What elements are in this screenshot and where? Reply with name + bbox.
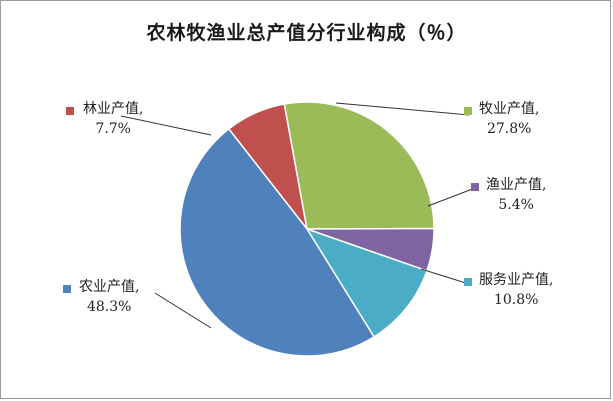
leader-lines: [120, 102, 476, 329]
slice-label-value-3: 5.4%: [498, 197, 534, 213]
leader-line-5: [154, 292, 212, 329]
slice-label-name-1: 林业产值,: [83, 101, 143, 117]
label-key-4: [464, 278, 472, 286]
slice-label-name-5: 农业产值,: [79, 279, 139, 295]
label-key-1: [66, 107, 74, 115]
slice-label-name-3: 渔业产值,: [486, 177, 546, 193]
slice-label-name-4: 服务业产值,: [479, 272, 553, 288]
slice-label-name-2: 牧业产值,: [479, 101, 539, 117]
slice-label-value-5: 48.3%: [87, 299, 131, 315]
slice-label-value-1: 7.7%: [95, 121, 131, 137]
leader-line-4: [420, 268, 470, 285]
pie-slice-2: [283, 101, 435, 230]
pie-slices: [179, 101, 435, 357]
slice-label-value-2: 27.8%: [487, 121, 531, 137]
chart-title: 农林牧渔业总产值分行业构成（％）: [146, 22, 467, 44]
pie-slice-4: [305, 227, 428, 338]
slice-labels: 林业产值, 7.7% 牧业产值, 27.8% 渔业产值, 5.4% 服务业产值, 10.8% 农…: [63, 101, 553, 315]
label-key-2: [464, 107, 472, 115]
leader-line-1: [120, 115, 212, 136]
pie-slice-5: [179, 127, 376, 357]
label-key-3: [471, 183, 479, 191]
leader-line-2: [335, 102, 470, 116]
label-key-5: [63, 285, 71, 293]
leader-line-3: [427, 187, 476, 207]
slice-label-value-4: 10.8%: [494, 292, 538, 308]
